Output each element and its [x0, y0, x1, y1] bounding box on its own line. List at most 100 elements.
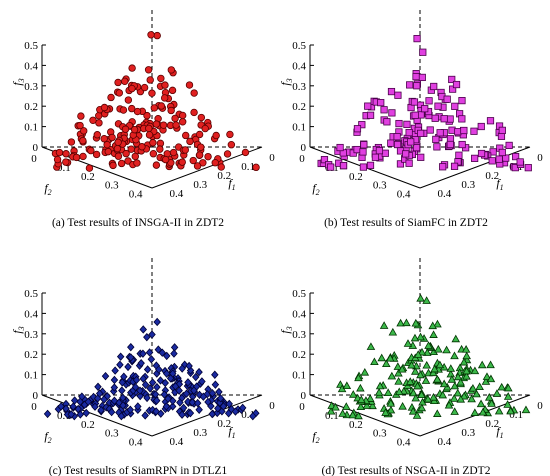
data-point — [387, 371, 397, 380]
data-point — [503, 392, 513, 400]
f1-tick-label: 0 — [537, 152, 543, 164]
subplot-b: 00.10.20.30.40.5f300.10.20.30.4f20.40.30… — [278, 8, 543, 229]
data-point — [107, 93, 115, 102]
data-point — [92, 150, 101, 159]
data-point — [121, 125, 130, 133]
f3-tick-label: 0.1 — [292, 122, 306, 134]
data-point — [366, 342, 376, 350]
data-point — [512, 152, 520, 161]
f3-tick-label: 0.4 — [292, 60, 306, 72]
data-point — [153, 396, 161, 405]
data-point — [339, 162, 348, 170]
data-point — [124, 96, 133, 104]
data-point — [118, 386, 126, 395]
data-point — [417, 129, 425, 137]
data-point — [127, 342, 135, 352]
data-point — [148, 89, 156, 97]
data-point — [178, 410, 186, 419]
data-point — [190, 108, 198, 117]
f1-tick-label: 0.3 — [461, 427, 475, 439]
data-point — [450, 407, 459, 415]
data-point — [67, 138, 76, 146]
data-point — [195, 151, 204, 159]
data-point — [458, 140, 466, 149]
f3-tick-label: 0.3 — [292, 81, 306, 93]
data-point — [238, 403, 247, 413]
f1-tick-label: 0.2 — [217, 170, 231, 182]
data-point — [320, 156, 329, 164]
data-point — [505, 141, 513, 150]
data-point — [131, 383, 140, 392]
data-point — [185, 81, 194, 89]
f1-axis-line — [151, 394, 263, 437]
data-point — [386, 399, 396, 407]
data-point — [394, 368, 403, 377]
data-point — [380, 106, 388, 114]
data-point — [130, 125, 139, 134]
subplot-caption: (b) Test results of SiamFC in ZDT2 — [324, 217, 488, 229]
data-point — [440, 115, 448, 123]
data-point — [413, 350, 423, 358]
data-point — [134, 402, 142, 411]
f3-tick-label: 0 — [33, 142, 39, 154]
f3-tick-label: 0.5 — [292, 288, 306, 300]
f1-tick-label: 0.3 — [193, 179, 207, 191]
data-point — [108, 133, 116, 142]
data-point — [131, 152, 139, 161]
data-point — [516, 158, 524, 166]
data-point — [354, 411, 363, 420]
data-point — [162, 402, 171, 411]
data-point — [486, 360, 495, 369]
data-point — [195, 390, 204, 400]
data-point — [223, 150, 232, 158]
f1-tick-label: 0.3 — [193, 427, 207, 439]
data-point — [204, 152, 212, 161]
f2-axis-line — [309, 394, 421, 437]
data-point — [179, 403, 188, 413]
data-point — [62, 404, 70, 413]
data-point — [195, 405, 203, 414]
data-point — [175, 386, 183, 395]
data-point — [94, 382, 102, 392]
data-point — [69, 402, 77, 411]
data-point — [450, 381, 460, 390]
f3-tick-label: 0 — [301, 390, 307, 402]
f3-tick-label: 0.5 — [24, 288, 38, 300]
data-point — [459, 357, 469, 366]
data-point — [80, 127, 88, 135]
data-point — [405, 128, 413, 137]
data-point — [431, 114, 439, 122]
data-point — [167, 106, 175, 115]
data-point — [394, 377, 403, 385]
f2-axis-label: f2 — [312, 429, 319, 445]
data-point — [396, 160, 405, 168]
data-point — [521, 405, 531, 414]
data-point — [161, 155, 170, 164]
data-point — [442, 345, 451, 354]
data-point — [524, 164, 532, 172]
subplot-caption: (c) Test results of SiamRPN in DTLZ1 — [49, 465, 228, 476]
data-point — [407, 360, 416, 369]
f1-tick-label: 0.4 — [169, 436, 183, 448]
f3-tick-label: 0.4 — [292, 308, 306, 320]
data-point — [462, 351, 471, 360]
f3-tick-label: 0.2 — [292, 101, 306, 113]
data-point — [139, 349, 147, 358]
data-point — [470, 366, 480, 375]
f2-tick-label: 0.3 — [373, 428, 387, 440]
data-point — [484, 393, 494, 401]
data-point — [447, 375, 457, 383]
f3-tick-label: 0.2 — [24, 101, 38, 113]
data-point — [159, 121, 168, 129]
data-point — [371, 153, 380, 161]
data-point — [219, 402, 228, 411]
data-point — [211, 380, 220, 389]
f2-tick-label: 0.4 — [397, 437, 411, 449]
data-point — [456, 377, 465, 386]
data-point — [146, 384, 154, 393]
data-point — [488, 157, 496, 165]
data-point — [153, 317, 161, 327]
